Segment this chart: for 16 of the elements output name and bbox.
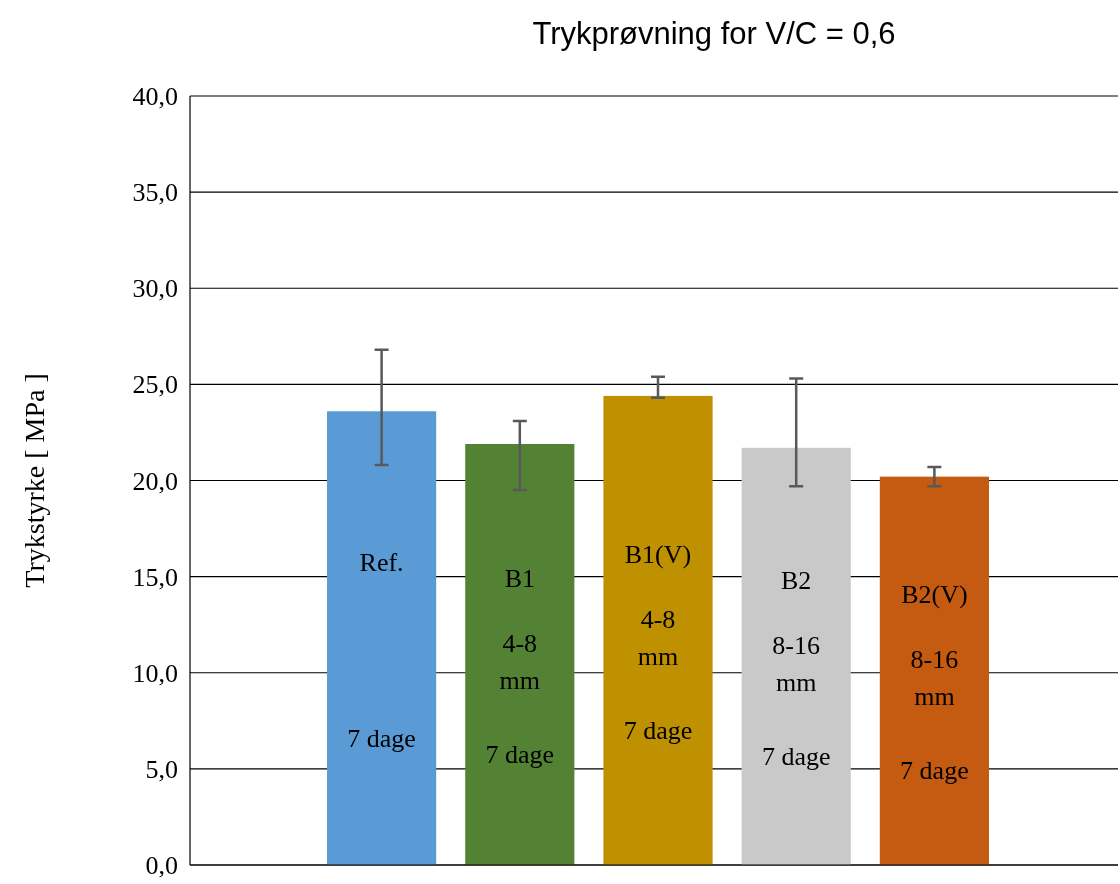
y-tick-label: 25,0 [132,370,178,400]
chart-title: Trykprøvning for V/C = 0,6 [532,16,896,51]
category-label: B2(V) 8-16 mm 7 dage [900,580,969,786]
y-tick-label: 15,0 [132,562,178,592]
y-tick-label: 10,0 [132,658,178,688]
category-label: Ref. 7 dage [347,547,416,753]
y-tick-label: 5,0 [145,754,178,784]
y-tick-label: 40,0 [132,82,178,112]
y-tick-label: 30,0 [132,274,178,304]
y-tick-label: 20,0 [132,466,178,496]
category-label: B1 4-8 mm 7 dage [485,564,555,769]
y-tick-label: 35,0 [132,178,178,208]
category-label: B2 8-16 mm 7 dage [761,566,831,771]
y-axis-title: Trykstyrke [ MPa ] [19,373,50,588]
category-label: B1(V) 4-8 mm 7 dage [623,540,693,745]
y-tick-label: 0,0 [145,851,178,881]
